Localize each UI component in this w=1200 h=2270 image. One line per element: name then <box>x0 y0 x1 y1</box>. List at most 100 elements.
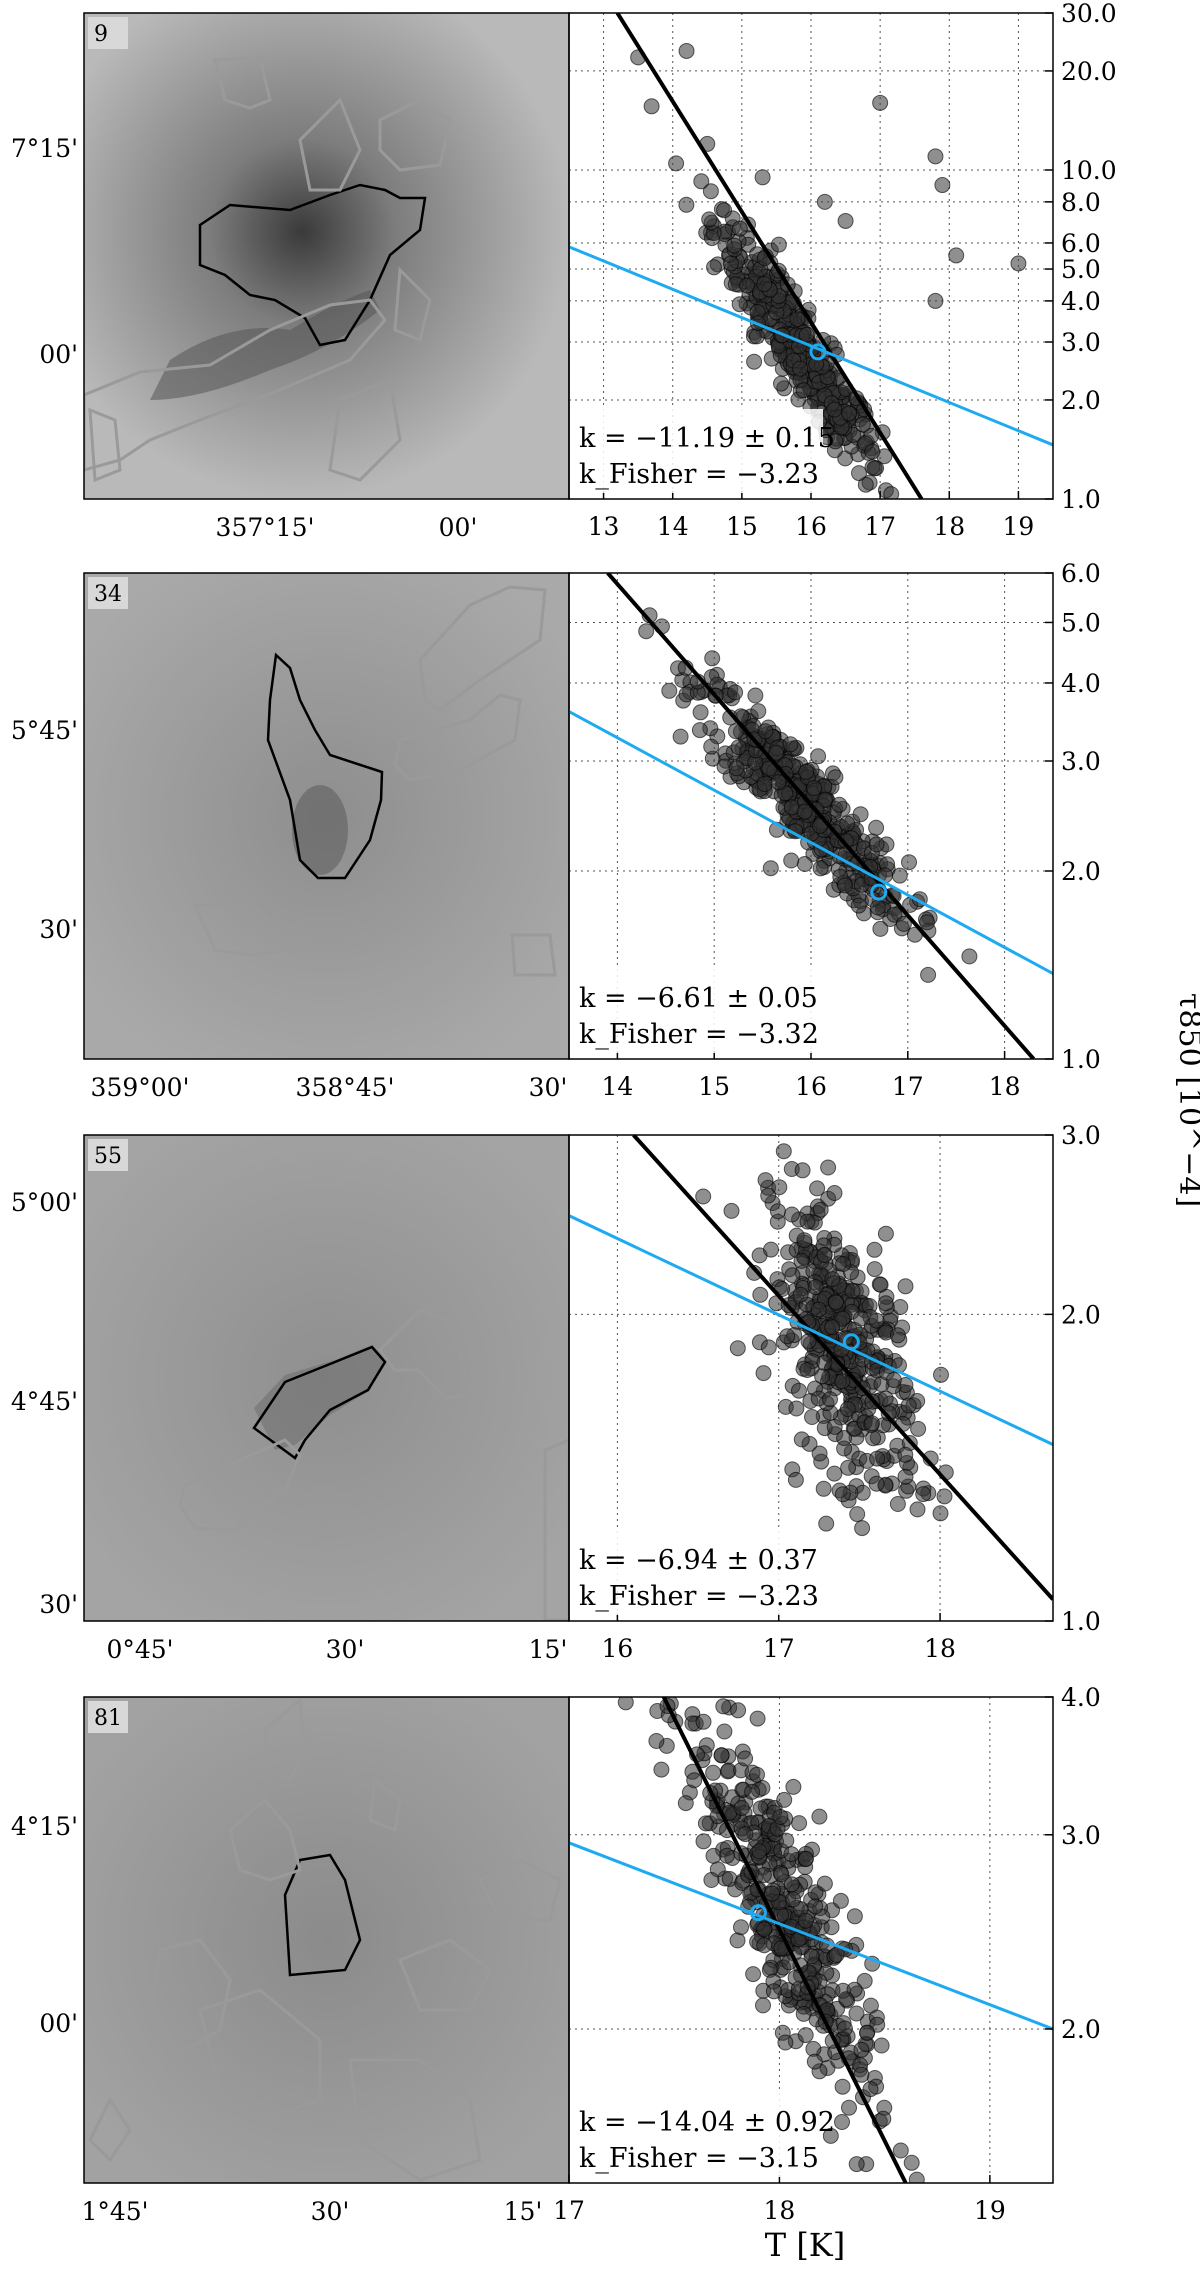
data-point <box>783 852 800 869</box>
data-point <box>745 1966 762 1983</box>
map-y-tick: 4°45' <box>11 1387 78 1416</box>
fit-line-black <box>661 1697 908 2183</box>
x-tick-label: 16 <box>795 512 827 541</box>
map-x-tick: 358°45' <box>296 1073 395 1102</box>
plot-area <box>569 573 1053 1059</box>
data-point <box>733 1800 750 1816</box>
data-point <box>827 769 844 786</box>
data-point <box>811 1808 828 1825</box>
data-point <box>729 1932 746 1949</box>
data-point <box>865 1430 882 1447</box>
data-point <box>775 1143 792 1160</box>
data-point <box>877 1295 894 1312</box>
map-contours <box>178 1308 569 1621</box>
map-y-tick: 5°45' <box>11 716 78 745</box>
data-point <box>853 2041 870 2058</box>
data-point <box>868 836 885 853</box>
map-contours <box>84 56 452 483</box>
data-point <box>877 1225 894 1242</box>
data-point <box>807 1279 824 1296</box>
plot-frame <box>568 1134 1054 1622</box>
data-point <box>840 1459 857 1476</box>
data-point <box>832 1892 849 1909</box>
data-point <box>691 722 708 739</box>
y-tick-label: 6.0 <box>1061 229 1101 258</box>
fit-line-black <box>632 1135 1053 1601</box>
data-point <box>826 1465 843 1482</box>
data-point <box>749 1710 766 1727</box>
scatter-panel-55: 16 17 18 3.0 2.0 1.0 k = −6.94 ± 0.37 k_Fisher … <box>568 1121 1101 1663</box>
data-point <box>716 202 733 219</box>
scatter-panel-34: 14 15 16 17 18 6.0 5.0 4.0 3.0 2.0 1.0 k = −6.61 ± … <box>568 559 1101 1101</box>
data-point <box>771 1179 788 1196</box>
data-point <box>846 1908 863 1925</box>
data-point <box>763 1241 779 1258</box>
data-point <box>856 1972 873 1989</box>
data-point <box>701 211 718 228</box>
data-point <box>824 1271 841 1288</box>
data-point <box>773 1866 790 1883</box>
k-annotation: k = −6.61 ± 0.05 <box>579 983 818 1014</box>
data-point <box>760 1187 777 1204</box>
data-point <box>746 1264 763 1281</box>
data-point <box>727 723 744 740</box>
data-point <box>796 803 813 820</box>
map-panel-9 <box>83 12 570 500</box>
data-point <box>706 259 722 276</box>
y-tick-label: 1.0 <box>1061 485 1101 514</box>
x-tick-label: 16 <box>601 1634 633 1663</box>
data-point <box>729 1340 746 1357</box>
data-point <box>900 1397 917 1414</box>
data-point <box>809 1180 826 1197</box>
x-tick-label: 16 <box>795 1072 827 1101</box>
data-point <box>848 2005 865 2022</box>
data-point <box>849 1506 866 1523</box>
data-point <box>915 1486 932 1503</box>
y-tick-label: 10.0 <box>1061 156 1117 185</box>
data-point <box>756 276 773 293</box>
data-point <box>872 94 889 111</box>
data-point <box>789 311 806 328</box>
k-annotation: k = −11.19 ± 0.15 <box>579 423 835 454</box>
x-tick-label: 19 <box>974 2196 1006 2225</box>
y-tick-label: 2.0 <box>1061 386 1101 415</box>
y-tick-label: 1.0 <box>1061 1607 1101 1636</box>
y-tick-label: 30.0 <box>1061 0 1117 28</box>
data-point <box>839 1401 856 1417</box>
x-tick-label: 18 <box>989 1072 1021 1101</box>
annotation-bg <box>573 2093 823 2177</box>
data-point <box>841 2099 857 2116</box>
data-point <box>728 760 745 777</box>
anchor-point <box>749 1904 767 1922</box>
data-point <box>859 2024 875 2041</box>
data-point <box>705 1847 722 1864</box>
fit-line-fisher <box>569 1214 1053 1446</box>
data-point <box>806 2053 823 2070</box>
map-tick-labels: 357°15' 00' 7°15' 00' 359°00' 358°45' 30… <box>11 134 567 2226</box>
data-point <box>702 183 719 200</box>
data-point <box>783 1206 800 1223</box>
x-tick-label: 17 <box>763 1634 795 1663</box>
anchor-point <box>809 343 827 361</box>
map-x-tick: 30' <box>529 1073 568 1102</box>
data-point <box>799 1213 816 1230</box>
y-tick-label: 4.0 <box>1061 287 1101 316</box>
data-point <box>866 460 883 477</box>
data-point <box>816 1247 833 1263</box>
data-point <box>768 744 785 761</box>
fit-line-fisher <box>569 245 1053 447</box>
scatter-plots: 13 14 15 16 17 18 1930.020.010.08.06.05.04.03.… <box>553 0 1117 2225</box>
data-point <box>693 173 710 190</box>
data-point <box>862 1997 879 2014</box>
data-point <box>891 867 908 884</box>
data-point <box>948 247 965 264</box>
plot-frame <box>568 1696 1054 2184</box>
map-x-tick: 1°45' <box>81 2197 148 2226</box>
data-point <box>760 1339 777 1356</box>
data-point <box>814 1368 831 1385</box>
data-point <box>793 1431 810 1448</box>
data-point <box>826 401 843 418</box>
plot-area <box>569 13 1053 499</box>
y-tick-label: 2.0 <box>1061 857 1101 886</box>
